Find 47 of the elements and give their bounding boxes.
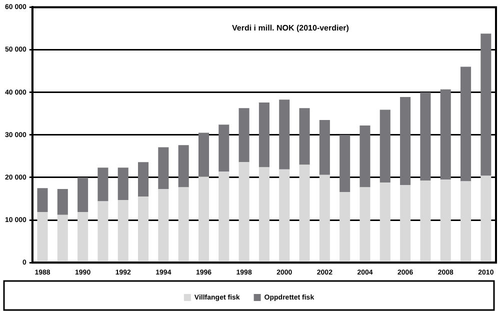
- bar: [238, 162, 250, 262]
- bar: [360, 126, 370, 188]
- bar: [299, 108, 310, 165]
- bar: [340, 192, 350, 262]
- bar: [460, 181, 472, 262]
- bar: [198, 176, 210, 262]
- bar: [178, 145, 189, 188]
- bar: [319, 120, 330, 175]
- bar: [440, 180, 451, 262]
- bar: [57, 214, 68, 262]
- bar: [138, 162, 149, 197]
- bar: [319, 174, 330, 262]
- bar: [480, 176, 492, 262]
- bar: [400, 185, 411, 262]
- bar: [420, 92, 431, 180]
- bar: [78, 212, 88, 262]
- bar: [138, 196, 149, 262]
- bar: [299, 164, 310, 262]
- bar: [440, 89, 451, 180]
- bar: [279, 100, 290, 170]
- bar: [360, 187, 370, 262]
- bar: [340, 134, 350, 192]
- bar: [480, 34, 492, 176]
- bar: [218, 124, 230, 172]
- bar: [37, 212, 48, 262]
- bar: [198, 132, 210, 177]
- bar: [178, 187, 189, 262]
- bar: [57, 188, 68, 215]
- bar: [258, 167, 270, 262]
- bar: [238, 108, 250, 162]
- bar: [380, 182, 390, 262]
- bar: [78, 177, 88, 212]
- bar: [380, 110, 390, 183]
- bar: [218, 172, 230, 262]
- bar: [118, 168, 128, 200]
- bar: [158, 188, 169, 262]
- bar: [460, 66, 472, 182]
- bar: [98, 201, 108, 262]
- bar: [400, 97, 411, 186]
- bar: [420, 180, 431, 262]
- text: Verdi i mill. NOK (2010-verdier): [232, 23, 350, 32]
- bar: [118, 200, 128, 262]
- bar: [158, 147, 169, 189]
- bar: [279, 169, 290, 262]
- bar: [37, 188, 48, 212]
- bar: [258, 102, 270, 168]
- bar: [98, 168, 108, 202]
